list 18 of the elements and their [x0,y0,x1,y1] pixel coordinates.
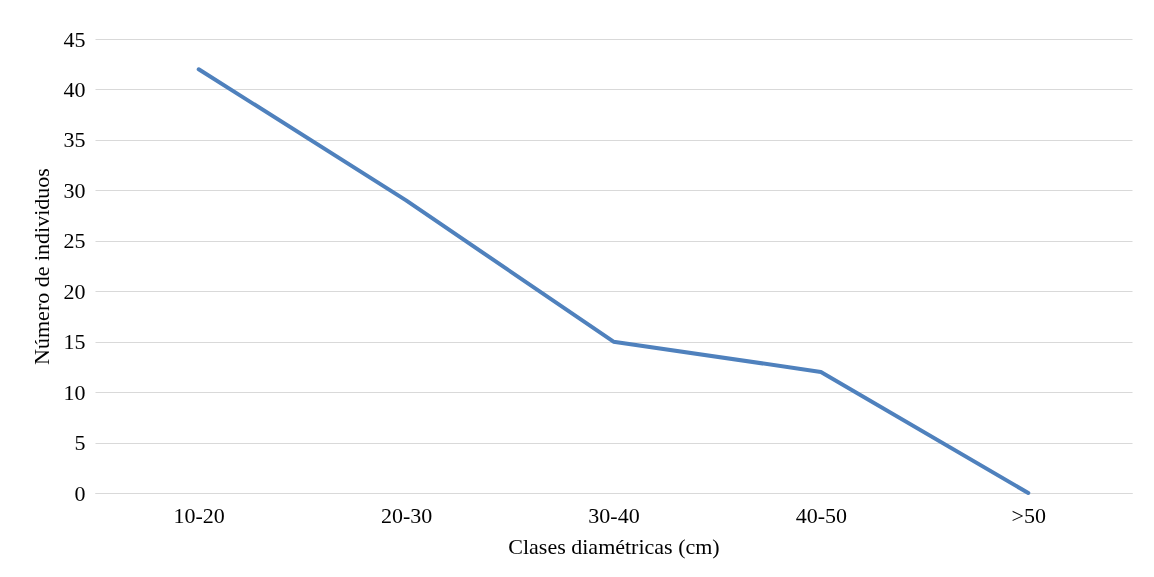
x-tick-label: 30-40 [588,502,640,528]
x-tick-label: 20-30 [380,502,433,528]
y-tick-label: 20 [63,278,86,304]
y-tick-label: 40 [63,76,86,102]
x-tick-label: 10-20 [173,502,225,528]
y-tick-label: 45 [63,26,86,52]
y-tick-label: 10 [63,379,86,405]
x-axis-title: Clases diamétricas (cm) [508,533,720,559]
y-tick-label: 15 [63,329,86,355]
y-tick-label: 0 [74,480,86,506]
x-tick-label: >50 [1011,502,1047,528]
line-series [196,67,1031,495]
y-axis-title: Número de individuos [28,168,54,365]
y-tick-label: 25 [63,228,86,254]
x-tick-label: 40-50 [795,502,848,528]
y-tick-label: 35 [63,127,86,153]
y-tick-label: 30 [63,177,86,203]
y-tick-label: 5 [74,430,86,456]
